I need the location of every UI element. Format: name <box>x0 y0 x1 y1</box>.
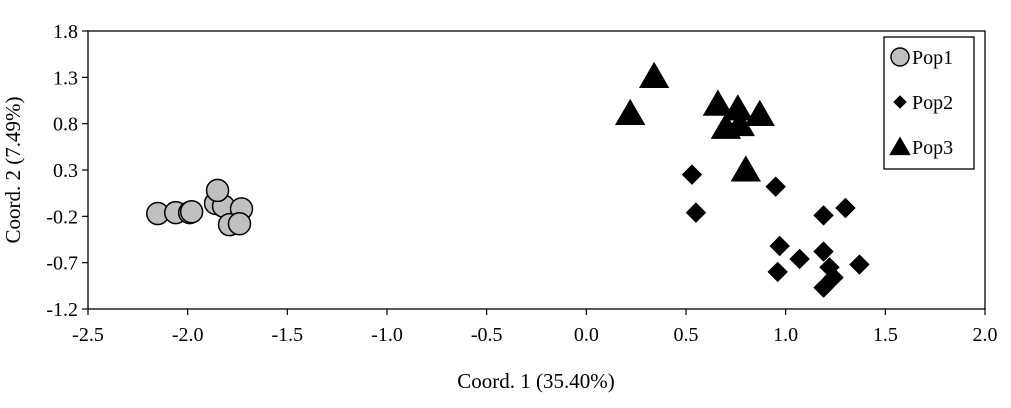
pop2-point <box>849 254 870 275</box>
legend-circle-icon <box>890 47 910 67</box>
pop2-point <box>813 205 834 226</box>
legend-triangle-icon <box>889 136 911 156</box>
pop2-point <box>823 267 844 288</box>
y-tick-label: -0.2 <box>46 206 78 228</box>
y-tick-label: -0.7 <box>46 253 78 275</box>
pop2-point <box>789 248 810 270</box>
x-tick-label: 1.5 <box>873 324 898 346</box>
axis-ticks: -2.5 -2.0 -1.5 -1.0 -0.5 0.0 0.5 1.0 1.5 2.0 1.8 1.… <box>46 21 997 346</box>
pop3-point <box>744 99 775 126</box>
legend: Pop1 Pop2 Pop3 <box>883 36 975 170</box>
data-points <box>146 61 870 298</box>
y-tick-label: 0.3 <box>53 160 78 182</box>
pop2-point <box>835 197 856 219</box>
pop2-point <box>813 241 834 262</box>
y-tick-label: -1.2 <box>46 299 78 321</box>
pop1-point <box>205 178 230 203</box>
legend-label-pop2: Pop2 <box>912 92 953 114</box>
plot-area <box>87 30 986 310</box>
x-tick-label: -1.0 <box>371 324 403 346</box>
y-tick-label: 1.8 <box>53 21 78 43</box>
pop2-point <box>685 202 707 223</box>
x-tick-label: -2.0 <box>172 324 204 346</box>
pop2-point <box>769 235 790 257</box>
x-tick-label: 2.0 <box>973 324 998 346</box>
series-pop2 <box>681 164 870 298</box>
pop3-point <box>702 89 734 116</box>
x-tick-label: -2.5 <box>72 324 104 346</box>
pop2-point <box>813 277 834 298</box>
y-axis-title: Coord. 2 (7.49%) <box>1 97 25 244</box>
pop3-point <box>730 155 761 182</box>
pop2-point <box>765 176 786 197</box>
y-tick-label: 1.3 <box>53 67 78 89</box>
series-pop3 <box>615 61 775 182</box>
legend-diamond-icon <box>893 95 907 109</box>
pop2-point <box>681 164 703 185</box>
series-pop1 <box>146 178 254 237</box>
x-tick-label: -0.5 <box>471 324 503 346</box>
pop3-point <box>615 98 646 126</box>
x-axis-title: Coord. 1 (35.40%) <box>457 369 614 393</box>
pop3-point <box>638 61 670 88</box>
legend-label-pop3: Pop3 <box>912 137 953 159</box>
x-tick-label: -1.5 <box>271 324 303 346</box>
y-tick-label: 0.8 <box>53 114 78 136</box>
x-tick-label: 0.5 <box>674 324 699 346</box>
pop2-point <box>767 261 788 283</box>
x-tick-label: 0.0 <box>574 324 599 346</box>
x-tick-label: 1.0 <box>773 324 798 346</box>
pop1-point <box>227 211 252 236</box>
pop1-point <box>179 199 204 224</box>
legend-label-pop1: Pop1 <box>912 47 953 69</box>
